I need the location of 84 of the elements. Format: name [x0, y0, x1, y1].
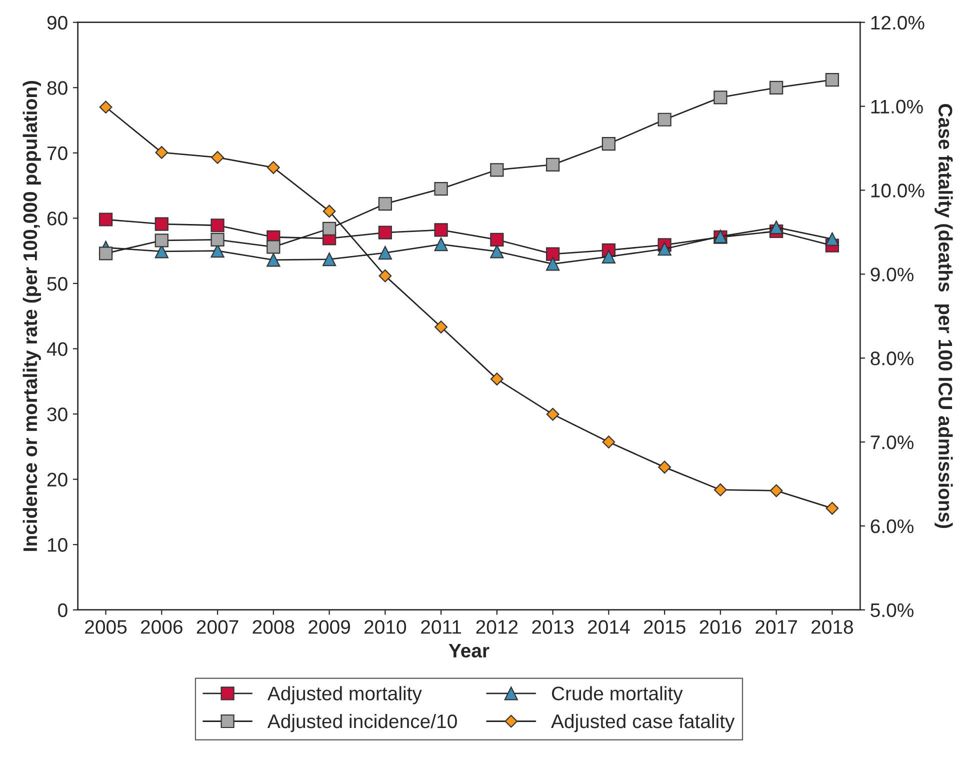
point [602, 250, 616, 264]
point [98, 212, 113, 226]
x-axis-title: Year [448, 644, 490, 658]
legend-label: Adjusted case fatality [551, 714, 735, 732]
point [378, 246, 392, 260]
y2-tick-label: 8.0% [870, 352, 914, 366]
point [154, 234, 168, 248]
x-tick-label: 2008 [252, 620, 294, 634]
point [825, 73, 839, 87]
y-tick-label: 70 [47, 146, 68, 160]
legend-label: Crude mortality [552, 686, 683, 704]
point [546, 408, 560, 421]
y-tick-label: 60 [47, 212, 68, 226]
point [714, 90, 728, 104]
point [490, 244, 504, 258]
y2-tick-label: 7.0% [870, 435, 914, 450]
y2-tick-label: 5.0% [870, 603, 914, 618]
y-tick-label: 30 [47, 407, 68, 422]
point [322, 222, 336, 236]
point [490, 232, 504, 247]
y2-tick-label: 12.0% [871, 16, 924, 30]
point [490, 372, 504, 386]
point [210, 232, 224, 247]
x-tick-label: 2016 [700, 620, 742, 634]
legend-label: Adjusted mortality [267, 686, 422, 704]
point [770, 220, 784, 234]
y2-axis-title: Case fatality (deaths per 100 ICU admissions) [934, 104, 953, 528]
x-tick-label: 2017 [756, 620, 797, 634]
point [266, 253, 280, 267]
point [266, 240, 280, 254]
y-tick-label: 0 [58, 603, 68, 618]
y-tick-label: 50 [47, 276, 68, 291]
legend-label: Adjusted incidence/10 [267, 714, 457, 732]
y2-tick-label: 9.0% [870, 268, 914, 282]
point [602, 436, 616, 448]
point [155, 146, 168, 159]
point [322, 204, 336, 218]
point [770, 80, 784, 94]
y-tick-label: 20 [47, 472, 68, 487]
x-tick-label: 2015 [644, 620, 686, 634]
point [98, 246, 113, 260]
y-axis-title: Incidence or mortality rate (per 100,000 population) [22, 80, 41, 551]
point [826, 502, 839, 515]
y2-tick-label: 6.0% [870, 519, 914, 534]
y2-tick-label: 10.0% [871, 184, 924, 198]
point [99, 100, 112, 114]
point [658, 242, 672, 256]
point [434, 320, 448, 334]
point [770, 484, 783, 498]
point [266, 161, 280, 174]
x-tick-label: 2018 [812, 620, 853, 634]
y-tick-label: 40 [46, 342, 68, 356]
point [434, 182, 448, 196]
point [546, 158, 560, 172]
y-tick-label: 80 [47, 81, 68, 95]
point [658, 112, 672, 126]
point [378, 226, 392, 240]
x-tick-label: 2013 [532, 620, 574, 634]
x-tick-label: 2010 [364, 620, 406, 634]
point [546, 257, 560, 271]
point [322, 252, 336, 266]
y-tick-label: 90 [47, 16, 68, 30]
point [546, 247, 560, 261]
point [602, 136, 616, 151]
point [154, 217, 168, 231]
x-tick-label: 2009 [308, 620, 350, 634]
x-tick-label: 2005 [85, 620, 127, 634]
point [825, 232, 839, 246]
point [210, 218, 224, 232]
y2-tick-label: 11.0% [871, 100, 923, 114]
point [658, 460, 672, 474]
x-tick-label: 2006 [141, 620, 182, 634]
x-tick-label: 2011 [421, 620, 462, 634]
point [378, 269, 392, 282]
point [434, 223, 448, 237]
point [490, 163, 504, 177]
x-tick-label: 2014 [588, 620, 630, 634]
x-tick-label: 2007 [196, 620, 238, 634]
point [378, 197, 392, 211]
y-tick-label: 10 [48, 538, 68, 552]
x-tick-label: 2012 [476, 620, 518, 634]
point [211, 151, 224, 164]
point [434, 238, 448, 252]
point [714, 483, 727, 496]
